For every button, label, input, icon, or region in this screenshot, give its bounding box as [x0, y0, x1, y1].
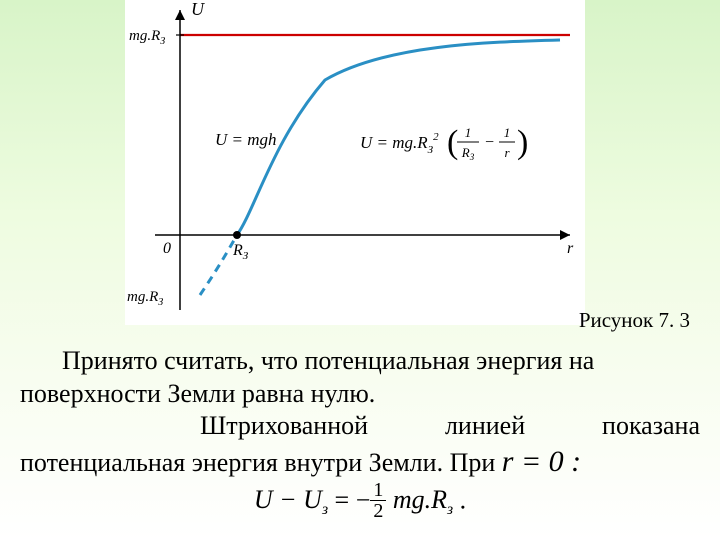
- y-neg-label: − 1 2 mg.RЗ: [125, 281, 163, 311]
- x-axis-label: r: [567, 240, 574, 257]
- y-axis-label: U: [191, 0, 205, 19]
- potential-energy-chart: U r 0 RЗ mg.RЗ − 1 2 mg.RЗ U = mgh U = m…: [125, 0, 585, 325]
- x-tick-rz: RЗ: [232, 242, 249, 262]
- inline-math-r0: r = 0 :: [502, 445, 581, 478]
- chart-container: U r 0 RЗ mg.RЗ − 1 2 mg.RЗ U = mgh U = m…: [125, 0, 585, 325]
- surface-point: [233, 231, 241, 239]
- svg-text:1: 1: [465, 125, 472, 140]
- formula-u-full: U = mg.RЗ2 ( ) 1 RЗ − 1 r: [360, 124, 528, 162]
- svg-text:1: 1: [504, 125, 511, 140]
- y-tick-mgr: mg.RЗ: [129, 28, 165, 47]
- curve-inside-earth: [200, 235, 237, 295]
- equation-final: U − Uз = −12 mg.Rз .: [20, 482, 700, 523]
- formula-u-mgh: U = mgh: [215, 130, 277, 149]
- svg-text:RЗ: RЗ: [461, 145, 475, 162]
- paragraph-1: Принято считать, что потенциальная энерг…: [20, 345, 700, 410]
- paragraph-2: Штрихованной линией показана потенциальн…: [20, 410, 700, 480]
- svg-text:(: (: [447, 124, 458, 161]
- svg-text:r: r: [504, 145, 510, 160]
- svg-text:): ): [517, 124, 528, 161]
- origin-label: 0: [163, 240, 171, 257]
- body-text: Принято считать, что потенциальная энерг…: [20, 345, 700, 523]
- svg-text:mg.RЗ: mg.RЗ: [127, 289, 163, 308]
- svg-text:U = mg.RЗ2: U = mg.RЗ2: [360, 131, 439, 156]
- svg-text:−: −: [485, 134, 494, 151]
- figure-caption: Рисунок 7. 3: [579, 308, 690, 333]
